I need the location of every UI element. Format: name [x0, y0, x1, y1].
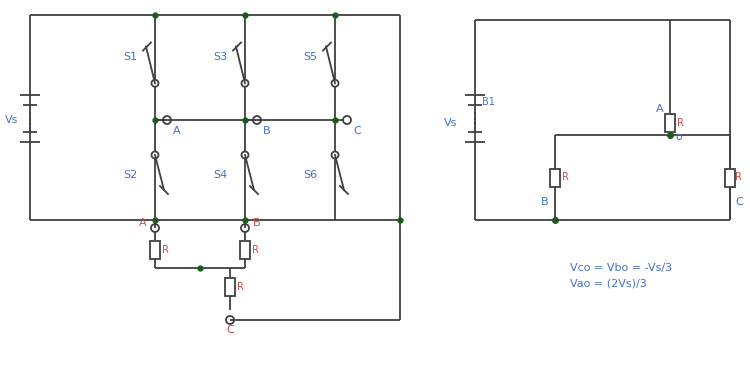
- Text: Vco = Vbo = -Vs/3: Vco = Vbo = -Vs/3: [570, 263, 672, 273]
- Text: o: o: [675, 132, 682, 142]
- Bar: [150, 241, 160, 259]
- Bar: [225, 278, 235, 296]
- Text: S4: S4: [213, 170, 227, 180]
- Text: C: C: [226, 325, 234, 335]
- Text: A: A: [656, 104, 664, 114]
- Text: Vs: Vs: [444, 118, 457, 128]
- Text: B: B: [253, 218, 261, 228]
- Text: S3: S3: [213, 53, 227, 63]
- Text: R: R: [237, 282, 244, 292]
- Text: R: R: [162, 245, 169, 255]
- Text: A: A: [173, 126, 181, 136]
- Bar: [665, 114, 675, 132]
- Text: Vao = (2Vs)/3: Vao = (2Vs)/3: [570, 278, 646, 288]
- Text: A: A: [140, 218, 147, 228]
- Text: S1: S1: [123, 53, 137, 63]
- Text: S6: S6: [303, 170, 317, 180]
- Bar: [550, 169, 560, 187]
- Text: B: B: [263, 126, 271, 136]
- Text: S5: S5: [303, 53, 317, 63]
- Text: R: R: [252, 245, 259, 255]
- Text: R: R: [735, 172, 742, 182]
- Text: Vs: Vs: [5, 115, 19, 125]
- Text: C: C: [353, 126, 361, 136]
- Text: R: R: [562, 172, 568, 182]
- Text: R: R: [677, 118, 684, 128]
- Text: S2: S2: [123, 170, 137, 180]
- Bar: [240, 241, 250, 259]
- Text: C: C: [735, 197, 742, 207]
- Text: B: B: [542, 197, 549, 207]
- Text: B1: B1: [482, 97, 495, 107]
- Bar: [725, 169, 735, 187]
